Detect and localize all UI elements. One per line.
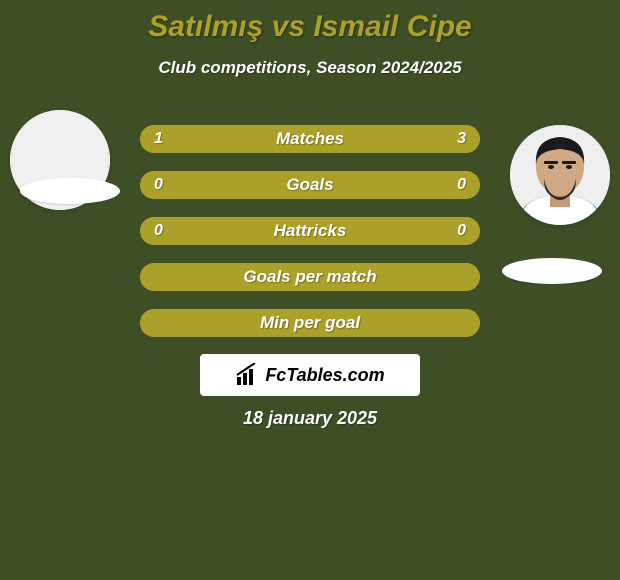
brand-text: FcTables.com (265, 365, 384, 386)
comparison-card: Satılmış vs Ismail Cipe Club competition… (0, 0, 620, 580)
date-text: 18 january 2025 (0, 408, 620, 429)
brand-box: FcTables.com (200, 354, 420, 396)
player-right-flag (502, 258, 602, 284)
stat-row: 00Goals (140, 171, 480, 199)
player-left-flag (20, 178, 120, 204)
stat-row: Goals per match (140, 263, 480, 291)
stat-row: 13Matches (140, 125, 480, 153)
page-title: Satılmış vs Ismail Cipe (0, 0, 620, 44)
stat-label: Hattricks (140, 217, 480, 245)
subtitle: Club competitions, Season 2024/2025 (0, 58, 620, 78)
stat-label: Goals (140, 171, 480, 199)
brand-chart-icon (235, 363, 259, 387)
player-photo-icon (510, 125, 610, 225)
stat-label: Matches (140, 125, 480, 153)
stat-row: 00Hattricks (140, 217, 480, 245)
stat-bars: 13Matches 00Goals 00Hattricks Goals per mat… (140, 125, 480, 355)
stat-row: Min per goal (140, 309, 480, 337)
stat-label: Min per goal (140, 309, 480, 337)
player-right-avatar (510, 125, 610, 225)
stat-label: Goals per match (140, 263, 480, 291)
